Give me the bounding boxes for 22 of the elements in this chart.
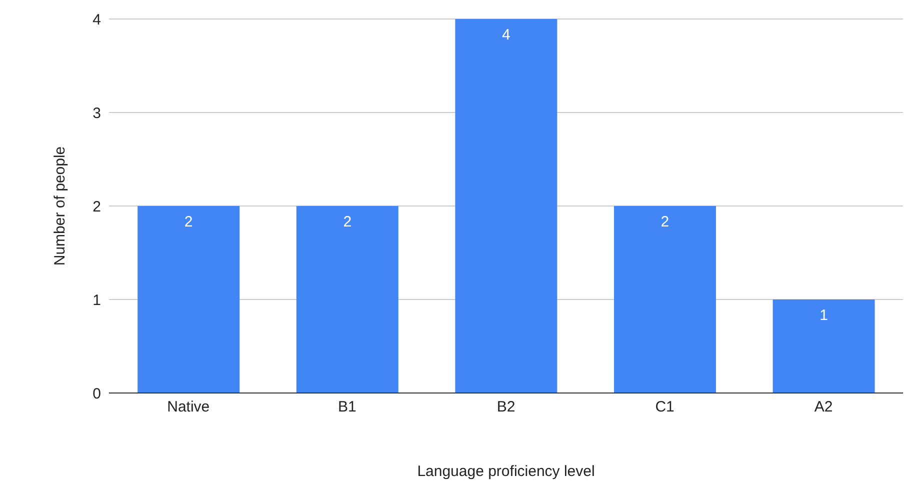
data-label: 1 (820, 307, 828, 324)
y-tick-label: 3 (92, 104, 101, 122)
y-tick-label: 2 (92, 198, 101, 216)
x-tick-label: B1 (338, 398, 356, 416)
y-tick-label: 1 (92, 292, 101, 309)
x-tick-label: A2 (814, 398, 833, 416)
bar (296, 206, 398, 393)
data-label: 4 (502, 26, 510, 44)
x-tick-label: C1 (655, 398, 674, 416)
bar (455, 19, 558, 393)
data-label: 2 (184, 214, 193, 231)
y-tick-label: 4 (92, 11, 101, 28)
bar (138, 206, 240, 393)
x-tick-label: B2 (496, 398, 516, 416)
bar (772, 300, 875, 393)
y-axis-title: Number of people (51, 146, 68, 266)
y-tick-label: 0 (92, 385, 101, 402)
data-label: 2 (660, 214, 670, 231)
data-label: 2 (343, 214, 352, 231)
x-tick-label: Native (167, 398, 210, 416)
x-axis-title: Language proficiency level (417, 463, 595, 480)
bar (614, 206, 716, 393)
